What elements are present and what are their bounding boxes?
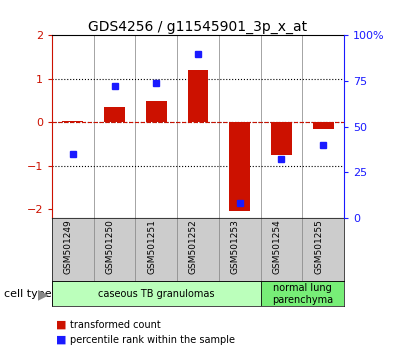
Bar [313, 122, 334, 129]
Text: ■: ■ [56, 335, 66, 345]
Title: GDS4256 / g11545901_3p_x_at: GDS4256 / g11545901_3p_x_at [88, 21, 308, 34]
Text: GSM501251: GSM501251 [147, 219, 156, 274]
Bar [62, 121, 83, 122]
Text: transformed count: transformed count [70, 320, 161, 330]
Text: ▶: ▶ [38, 287, 49, 301]
Text: GSM501252: GSM501252 [189, 219, 198, 274]
Bar [271, 122, 292, 155]
Text: GSM501253: GSM501253 [231, 219, 240, 274]
Text: cell type: cell type [4, 289, 52, 299]
Bar [260, 281, 344, 306]
Text: normal lung
parenchyma: normal lung parenchyma [272, 283, 333, 305]
Bar [229, 122, 250, 211]
Bar [188, 70, 208, 122]
Bar [146, 101, 167, 122]
Text: ■: ■ [56, 320, 66, 330]
Text: GSM501249: GSM501249 [64, 219, 73, 274]
Text: GSM501254: GSM501254 [272, 219, 282, 274]
Bar [52, 281, 260, 306]
Text: caseous TB granulomas: caseous TB granulomas [98, 289, 214, 299]
Bar [104, 107, 125, 122]
Text: GSM501250: GSM501250 [106, 219, 114, 274]
Text: percentile rank within the sample: percentile rank within the sample [70, 335, 235, 345]
Text: GSM501255: GSM501255 [314, 219, 323, 274]
